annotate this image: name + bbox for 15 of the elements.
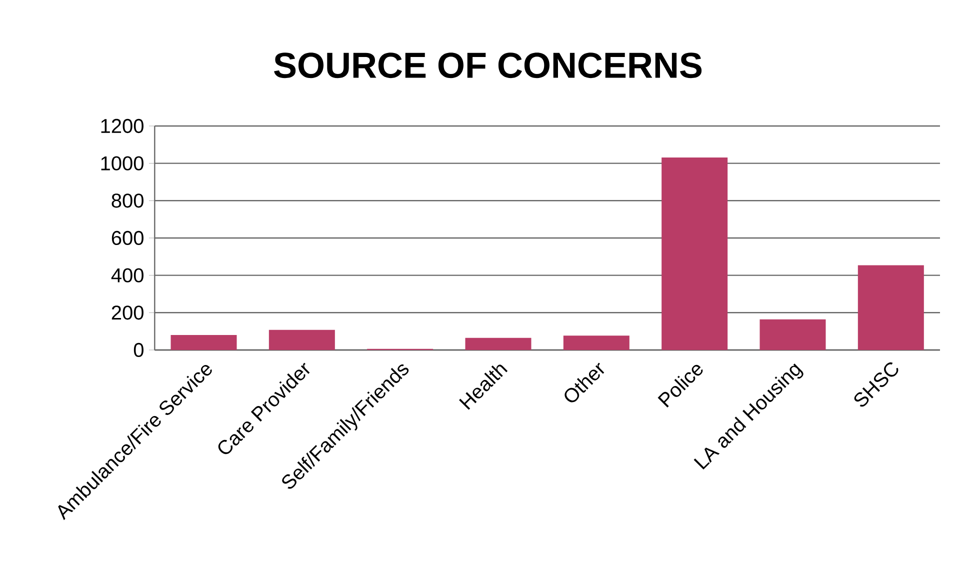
chart-title: SOURCE OF CONCERNS xyxy=(274,52,702,78)
bar xyxy=(170,335,237,350)
bar xyxy=(268,330,335,350)
bar xyxy=(760,319,826,350)
y-tick-label: 200 xyxy=(112,306,144,320)
y-tick-label: 400 xyxy=(111,268,144,282)
bar xyxy=(563,336,630,350)
bar xyxy=(465,338,532,350)
y-tick-label: 600 xyxy=(112,230,144,246)
y-tick-label: 1200 xyxy=(101,118,144,134)
bar xyxy=(858,265,924,350)
y-tick-label: 800 xyxy=(112,194,144,208)
y-tick-label: 0 xyxy=(134,342,144,358)
bar xyxy=(662,158,728,350)
y-tick-label: 1000 xyxy=(101,156,144,170)
